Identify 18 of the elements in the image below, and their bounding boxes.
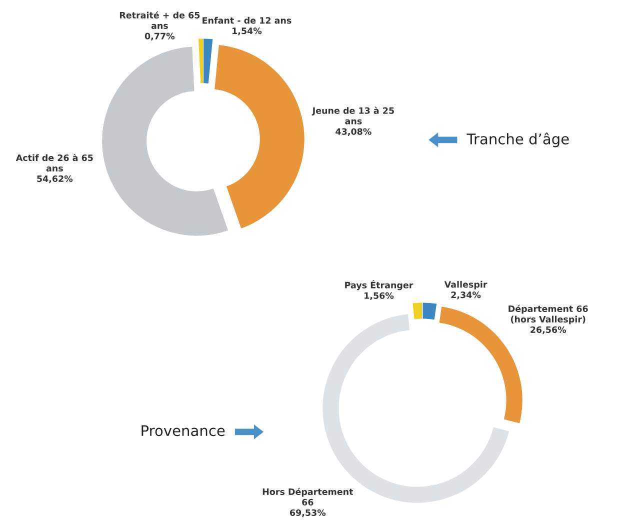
data-label: 1,54%: [232, 28, 262, 36]
data-label: 54,62%: [37, 175, 73, 184]
slice-label: Retraité + de 65 ans: [120, 11, 200, 29]
data-label: 26,56%: [530, 326, 566, 334]
text: Tranche d’âge: [466, 132, 569, 148]
slice-label: Pays Étranger: [345, 280, 414, 290]
slice-label: Vallespir: [444, 280, 488, 290]
data-label: 43,08%: [336, 128, 372, 136]
text: Provenance: [142, 425, 225, 436]
slice-label: Actif de 26 à 65 ans: [16, 154, 93, 172]
slice-label: Jeune de 13 à 25 ans: [312, 106, 394, 124]
data-label: 0,77%: [144, 32, 175, 41]
data-label: 69,53%: [290, 509, 326, 518]
data-label: 1,56%: [364, 292, 394, 300]
data-label: 2,34%: [451, 292, 481, 300]
slice-label: Hors Département 66: [262, 488, 354, 506]
slice-label: Département 66 (hors Vallespir): [508, 304, 588, 324]
slice-label: Enfant - de 12 ans: [202, 16, 292, 24]
